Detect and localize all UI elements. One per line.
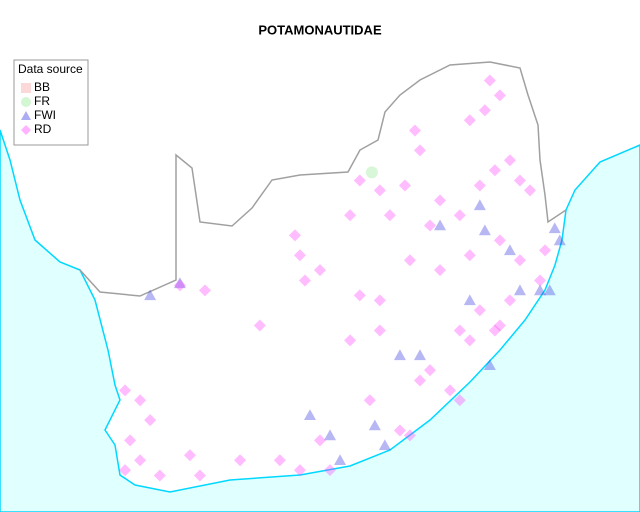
point [314,264,326,277]
point [503,154,516,167]
border [79,61,567,297]
point [539,244,552,257]
point [463,114,476,127]
point [513,284,526,296]
legend-marker [21,125,31,135]
point [324,429,337,441]
point [473,179,486,192]
point [153,469,166,482]
point [373,184,386,197]
point [144,289,157,301]
point [398,179,411,192]
point [378,439,391,451]
legend-label: FWI [34,108,56,122]
point [483,74,496,87]
point [144,414,157,427]
point [253,319,266,332]
point [453,394,466,407]
point [444,384,457,397]
point [488,324,501,337]
point [513,174,526,187]
point [393,349,406,361]
point [478,104,491,117]
point [434,219,447,231]
point [408,124,421,137]
point [523,184,536,197]
point [478,224,491,236]
point [373,324,386,337]
point [463,294,476,306]
point [424,219,437,232]
point [293,464,306,477]
point [434,194,447,207]
point [483,359,496,371]
point [353,289,366,302]
point [234,454,247,467]
point [173,279,186,292]
point [353,174,366,187]
point [334,454,347,466]
point [303,409,316,421]
point [534,284,547,296]
point [463,249,476,262]
point [548,222,561,234]
point [413,349,426,361]
point [298,274,311,287]
point [453,324,466,337]
point [383,209,396,222]
legend-marker [21,83,31,93]
legend-box [13,59,89,146]
point [403,254,416,267]
point [488,164,501,177]
point [534,274,547,287]
point [288,229,301,242]
point [493,89,506,102]
point [314,434,326,447]
point [365,166,378,179]
point [493,319,506,332]
point [543,284,556,296]
point [368,419,381,431]
point [413,374,426,387]
point [324,464,337,477]
point [503,244,516,256]
ocean [0,129,640,512]
point [553,234,566,246]
map-title: POTAMONAUTIDAE [258,22,382,37]
point [503,294,516,307]
point [373,294,386,307]
point [344,209,357,222]
point [434,264,447,277]
legend-label: RD [34,122,52,136]
point [273,454,286,467]
point [124,434,137,447]
point [413,144,426,157]
point [424,364,437,377]
point [473,199,486,211]
point [134,454,147,467]
point [193,469,206,482]
point [463,334,476,347]
point [513,254,526,267]
point [198,284,211,297]
point [134,394,147,407]
point [344,334,357,347]
legend-marker [21,111,31,120]
point [119,384,132,397]
point [493,234,506,247]
legend-label: FR [34,94,50,108]
legend-title: Data source [18,62,83,76]
point [119,464,132,477]
point [403,429,416,442]
point [453,209,466,222]
point [173,277,186,289]
point [393,424,406,437]
legend-marker [21,97,31,107]
legend-label: BB [34,80,50,94]
point [473,304,486,317]
point [183,449,196,462]
point [293,249,306,262]
point [363,394,376,407]
